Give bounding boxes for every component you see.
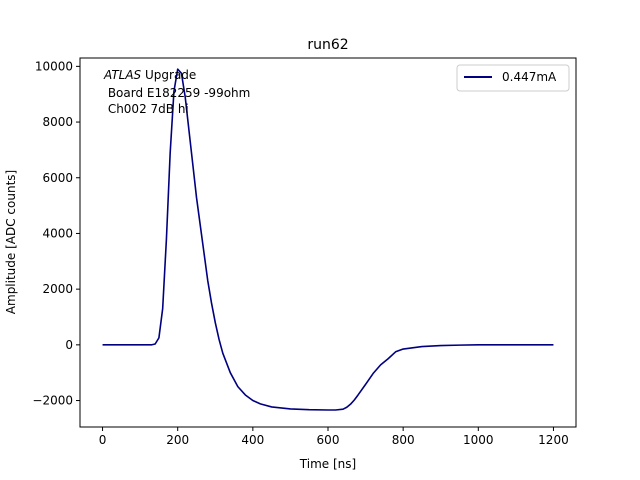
legend-label: 0.447mA (502, 70, 557, 84)
x-tick-label: 1000 (463, 433, 494, 447)
upgrade-label: Upgrade (141, 68, 196, 82)
atlas-label: ATLAS (103, 68, 142, 82)
y-axis: −2000 0 2000 4000 6000 8000 10000 (32, 59, 80, 408)
svg-text:ATLAS Upgrade: ATLAS Upgrade (103, 68, 196, 82)
y-tick-label: 4000 (42, 226, 73, 240)
y-tick-label: −2000 (32, 394, 73, 408)
x-tick-label: 1200 (538, 433, 569, 447)
y-tick-label: 6000 (42, 171, 73, 185)
y-tick-label: 10000 (35, 59, 73, 73)
x-tick-label: 800 (392, 433, 415, 447)
x-tick-label: 400 (241, 433, 264, 447)
series-line (102, 68, 554, 411)
legend-box (456, 64, 570, 92)
plot-area (102, 68, 554, 411)
atlas-annotation: ATLAS Upgrade Board E182259 -99ohm Ch002… (103, 68, 250, 116)
x-tick-label: 200 (166, 433, 189, 447)
y-tick-label: 2000 (42, 282, 73, 296)
x-axis-label: Time [ns] (299, 457, 356, 471)
channel-label: Ch002 7dB hi (104, 102, 189, 116)
x-axis: 0 200 400 600 800 1000 1200 (99, 427, 569, 447)
board-label: Board E182259 -99ohm (104, 86, 250, 100)
y-tick-label: 0 (65, 338, 73, 352)
x-tick-label: 0 (99, 433, 107, 447)
y-tick-label: 8000 (42, 115, 73, 129)
chart-title: run62 (307, 37, 348, 53)
x-tick-label: 600 (317, 433, 340, 447)
legend: 0.447mA (456, 64, 570, 92)
y-axis-label: Amplitude [ADC counts] (4, 170, 18, 314)
